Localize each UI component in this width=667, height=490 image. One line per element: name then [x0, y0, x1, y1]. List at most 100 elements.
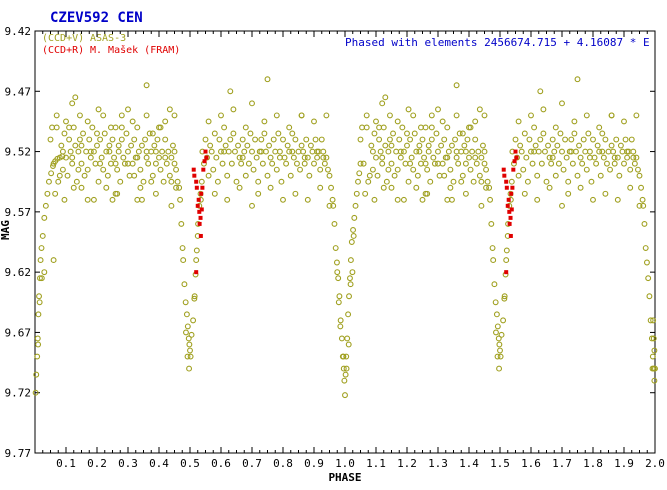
data-point	[207, 142, 214, 149]
data-point	[521, 190, 528, 197]
data-point	[497, 353, 504, 360]
data-point	[118, 124, 125, 131]
data-point	[510, 185, 515, 190]
data-point	[505, 203, 510, 208]
data-point	[478, 178, 485, 185]
data-point	[255, 178, 262, 185]
data-point	[292, 190, 299, 197]
data-point	[424, 166, 431, 173]
data-point	[224, 172, 231, 179]
data-point	[593, 160, 600, 167]
data-point	[311, 118, 317, 125]
data-point	[300, 148, 307, 155]
data-point	[545, 142, 551, 149]
data-point	[137, 166, 144, 173]
data-point	[33, 371, 40, 378]
data-point	[73, 178, 80, 185]
data-point	[528, 112, 534, 119]
data-point	[410, 112, 417, 119]
data-point	[504, 185, 509, 190]
data-point	[258, 148, 265, 155]
data-point	[103, 184, 110, 191]
data-point	[205, 172, 212, 179]
data-point	[78, 160, 85, 167]
data-point	[453, 112, 460, 119]
data-point	[80, 130, 87, 137]
data-point	[590, 136, 596, 143]
data-point	[528, 148, 534, 155]
data-point	[531, 148, 538, 155]
data-point	[180, 257, 187, 264]
data-point	[532, 142, 539, 149]
data-point	[194, 185, 199, 190]
data-point	[185, 335, 192, 342]
data-point	[78, 184, 85, 191]
data-point	[352, 202, 359, 209]
x-tick-label: 0.5	[180, 457, 200, 470]
data-point	[211, 130, 218, 137]
data-point	[498, 331, 505, 338]
data-point	[204, 155, 209, 160]
data-point	[388, 142, 395, 149]
data-point	[428, 112, 435, 119]
data-point	[194, 270, 199, 275]
data-point	[362, 190, 369, 197]
data-point	[371, 196, 378, 203]
data-point	[177, 196, 184, 203]
data-point	[197, 209, 202, 214]
data-point	[131, 172, 138, 179]
data-point	[379, 160, 386, 167]
data-point	[200, 185, 205, 190]
data-point	[574, 172, 581, 179]
data-point	[481, 148, 488, 155]
data-point	[90, 196, 97, 203]
data-point	[336, 293, 343, 300]
data-point	[178, 220, 185, 227]
data-point	[546, 154, 553, 161]
data-point	[459, 172, 466, 179]
data-point	[140, 178, 147, 185]
data-point	[481, 160, 488, 167]
data-point	[125, 148, 131, 155]
y-tick-label: 9.42	[5, 25, 32, 38]
data-point	[330, 202, 337, 209]
data-point	[47, 136, 54, 143]
y-tick-label: 9.72	[5, 387, 32, 400]
data-point	[227, 88, 234, 95]
x-tick-label: 1.1	[366, 457, 386, 470]
data-point	[232, 148, 238, 155]
data-point	[397, 148, 404, 155]
x-tick-label: 1.2	[397, 457, 417, 470]
data-point	[414, 172, 421, 179]
data-point	[301, 154, 308, 161]
data-point	[613, 136, 620, 143]
data-point	[69, 154, 76, 161]
data-point	[515, 118, 522, 125]
data-point	[53, 112, 60, 119]
data-point	[646, 293, 653, 300]
x-tick-label: 0.7	[242, 457, 262, 470]
data-point	[273, 112, 280, 119]
data-point	[340, 365, 347, 372]
data-point	[425, 148, 432, 155]
data-point	[348, 239, 355, 245]
data-point	[435, 160, 441, 167]
data-point	[360, 160, 367, 167]
data-point	[472, 154, 479, 161]
data-point	[467, 124, 474, 131]
data-point	[459, 130, 466, 137]
data-point	[275, 130, 282, 137]
data-point	[537, 88, 544, 95]
data-point	[123, 130, 130, 137]
data-point	[458, 178, 465, 185]
data-point	[376, 136, 383, 143]
data-point	[184, 323, 191, 330]
data-point	[397, 154, 404, 161]
data-point	[36, 293, 42, 300]
data-point	[152, 190, 159, 197]
data-point	[289, 130, 296, 137]
data-point	[347, 275, 353, 282]
data-point	[72, 94, 79, 101]
data-point	[649, 365, 656, 372]
y-axis: 9.42 9.47 9.52 9.57 9.62 9.67 9.72 9.77	[5, 25, 655, 460]
